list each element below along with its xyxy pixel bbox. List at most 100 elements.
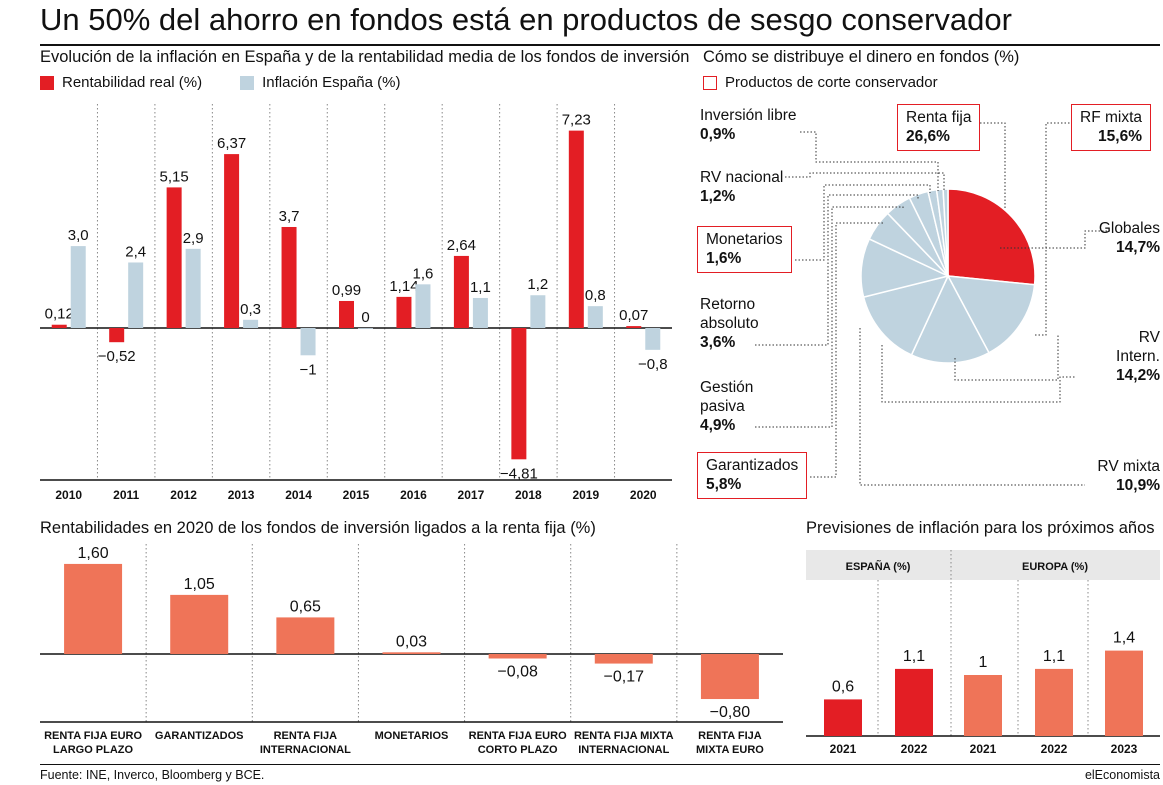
leader-line — [785, 172, 945, 191]
x-tick-label: RENTA FIJA MIXTA — [574, 730, 674, 742]
pie-slice — [946, 275, 1036, 354]
legend-swatch-real — [40, 75, 54, 90]
pie-chart-title: Cómo se distribuye el dinero en fondos (… — [703, 48, 1020, 66]
footer-rule — [40, 764, 1160, 765]
pie-label-gestion-pasiva: Gestión pasiva 4,9% — [700, 379, 754, 434]
leader-line — [980, 122, 1006, 210]
bar-forecast — [1105, 650, 1143, 736]
leader-line — [1035, 122, 1073, 336]
evolution-bar-chart: 2010 0,12 3,0 2011 −0,52 2,4 2012 5,15 2,9 2013 6,… — [40, 104, 672, 502]
rf2020-bar-chart: 1,60 RENTA FIJA EURO LARGO PLAZO 1,05 GARANT… — [40, 544, 783, 756]
pie-label-globales: Globales 14,7% — [1098, 220, 1160, 256]
data-label-real: 5,15 — [160, 168, 189, 185]
leader-line — [800, 131, 939, 191]
bar-real — [109, 328, 125, 343]
legend-swatch-conservative — [703, 75, 717, 90]
legend-swatch-inflation — [240, 75, 255, 90]
bar-forecast — [824, 699, 862, 736]
data-label-rf2020: 0,03 — [396, 633, 427, 650]
data-label-real: −4,81 — [500, 465, 538, 482]
data-label-inflation: 2,4 — [125, 243, 146, 260]
data-label-forecast: 0,6 — [832, 678, 854, 695]
data-label-rf2020: −0,80 — [710, 704, 751, 721]
data-label-inflation: −1 — [299, 361, 316, 378]
x-tick-label: RENTA FIJA EURO — [44, 730, 142, 742]
bar-real — [281, 226, 297, 328]
pie-slice — [942, 188, 949, 277]
pie-label-retorno-absoluto: Retorno absoluto 3,6% — [700, 296, 759, 351]
data-label-real: 0,99 — [332, 282, 361, 299]
data-label-forecast: 1,4 — [1113, 630, 1135, 647]
bar-inflation — [243, 319, 259, 328]
bar-real — [453, 255, 469, 328]
bar-rf2020 — [382, 652, 441, 654]
bar-rf2020 — [700, 654, 759, 700]
pie-legend: Productos de corte conservador — [703, 74, 938, 91]
x-tick-label: 2019 — [572, 488, 599, 502]
bar-rf2020 — [488, 654, 547, 659]
x-tick-label: INTERNACIONAL — [578, 744, 669, 756]
data-label-inflation: −0,8 — [638, 356, 668, 373]
bar-real — [166, 187, 182, 328]
bar-inflation — [128, 262, 144, 328]
bar-real — [626, 326, 642, 328]
data-label-real: 6,37 — [217, 135, 246, 152]
fund-distribution-pie — [755, 122, 1110, 486]
bar-real — [51, 324, 67, 328]
x-tick-label: LARGO PLAZO — [53, 744, 133, 756]
bar-forecast — [895, 668, 933, 736]
x-tick-label: MIXTA EURO — [696, 744, 764, 756]
bar-inflation — [530, 295, 546, 328]
data-label-inflation: 2,9 — [183, 230, 204, 247]
x-tick-label: 2018 — [515, 488, 542, 502]
bar-inflation — [70, 246, 86, 328]
brand-label: elEconomista — [1084, 768, 1160, 782]
x-tick-label: MONETARIOS — [375, 730, 449, 742]
bar-real — [339, 300, 354, 328]
bar-real — [568, 130, 584, 328]
legend-label-real: Rentabilidad real (%) — [62, 74, 203, 91]
data-label-rf2020: −0,17 — [604, 669, 645, 686]
data-label-real: 0,12 — [45, 306, 74, 323]
x-tick-label: GARANTIZADOS — [155, 730, 244, 742]
data-label-forecast: 1,1 — [1043, 648, 1065, 665]
x-tick-label: 2021 — [830, 742, 857, 756]
pie-slice — [862, 274, 950, 356]
pie-label-rv-intern: RV Intern. 14,2% — [1116, 329, 1160, 384]
x-tick-label: 2015 — [343, 488, 370, 502]
pie-label-renta-fija: Renta fija 26,6% — [897, 104, 981, 151]
forecast-bar-chart: ESPAÑA (%) EUROPA (%) 0,6 2021 1,1 2022 1 2021 1… — [806, 550, 1160, 756]
bar-inflation — [300, 328, 316, 356]
bar-rf2020 — [276, 617, 335, 654]
x-tick-label: 2011 — [113, 488, 139, 502]
x-tick-label: 2010 — [55, 488, 82, 502]
group-label: ESPAÑA (%) — [846, 560, 911, 573]
evolution-chart-title: Evolución de la inflación en España y de… — [40, 48, 690, 66]
x-tick-label: 2023 — [1111, 742, 1138, 756]
x-tick-label: RENTA FIJA — [698, 730, 762, 742]
x-tick-label: 2017 — [458, 488, 485, 502]
x-tick-label: CORTO PLAZO — [478, 744, 558, 756]
bar-inflation — [587, 306, 603, 328]
data-label-inflation: 0 — [361, 309, 369, 326]
data-label-forecast: 1 — [979, 654, 988, 671]
data-label-inflation: 1,1 — [470, 279, 491, 296]
pie-slice — [947, 188, 1036, 286]
pie-label-inversion-libre: Inversión libre 0,9% — [700, 107, 797, 143]
pie-label-garantizados: Garantizados 5,8% — [697, 452, 808, 499]
data-label-real: 7,23 — [562, 112, 591, 129]
x-tick-label: INTERNACIONAL — [260, 744, 351, 756]
x-tick-label: 2022 — [1041, 742, 1068, 756]
group-label: EUROPA (%) — [1022, 561, 1088, 573]
data-label-inflation: 0,8 — [585, 287, 606, 304]
leader-line — [954, 335, 1059, 381]
bar-rf2020 — [594, 654, 653, 664]
pie-label-rf-mixta: RF mixta 15,6% — [1071, 104, 1151, 151]
page-title: Un 50% del ahorro en fondos está en prod… — [40, 2, 1012, 37]
data-label-inflation: 1,6 — [413, 265, 434, 282]
data-label-forecast: 1,1 — [903, 648, 925, 665]
x-tick-label: RENTA FIJA — [274, 730, 338, 742]
pie-label-rv-nacional: RV nacional 1,2% — [700, 169, 784, 205]
x-tick-label: 2020 — [630, 488, 657, 502]
data-label-rf2020: 0,65 — [290, 598, 321, 615]
